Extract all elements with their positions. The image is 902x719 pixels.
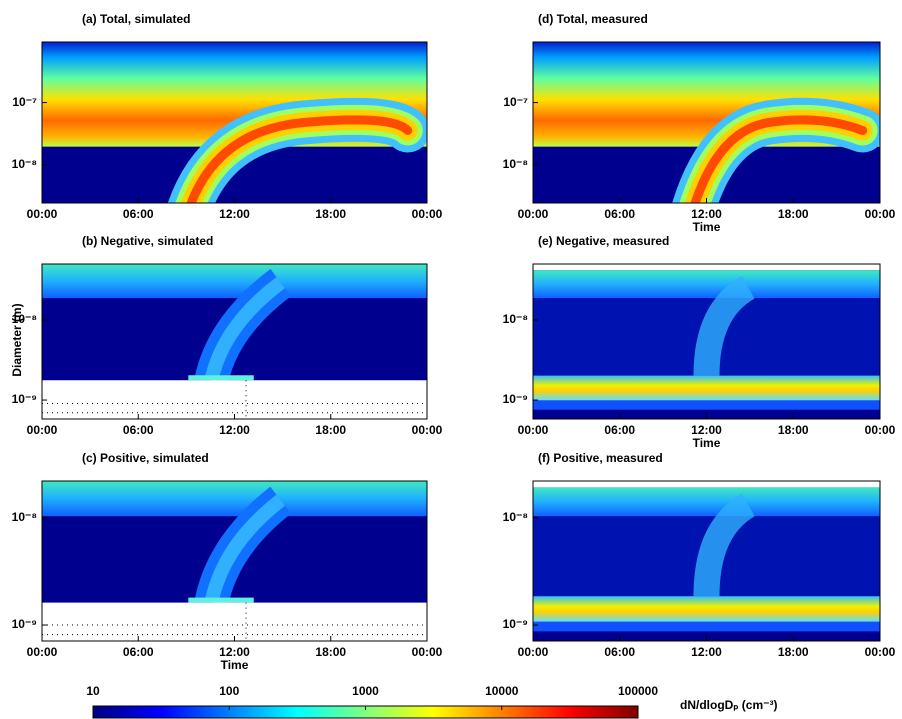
x-tick-label: 00:00 [865,207,896,221]
heatmap-mode [204,494,285,605]
colorbar-tick-label: 100 [219,684,239,698]
x-tick-label: 00:00 [865,645,896,659]
x-tick-label: 00:00 [412,645,443,659]
x-tick-label: 18:00 [315,207,346,221]
x-axis-label: Time [693,220,721,234]
y-axis-label: Diameter (m) [10,303,24,376]
heatmap-band [533,400,880,410]
y-tick-label: 10⁻⁸ [503,157,528,171]
x-tick-label: 00:00 [412,207,443,221]
x-tick-label: 00:00 [518,645,549,659]
colorbar-tick-label: 100000 [618,684,658,698]
y-tick-label: 10⁻⁸ [12,510,37,524]
y-tick-label: 10⁻⁹ [503,617,528,631]
x-tick-label: 12:00 [219,207,250,221]
heatmap-mode [693,493,756,597]
x-tick-label: 12:00 [219,423,250,437]
y-tick-label: 10⁻⁷ [503,95,528,109]
empty-region [42,602,427,641]
colorbar-tick-label: 1000 [352,684,379,698]
heatmap-mode [186,115,413,203]
x-tick-label: 06:00 [123,645,154,659]
y-tick-label: 10⁻⁷ [12,95,37,109]
x-axis-label: Time [693,436,721,450]
heatmap-band [533,375,880,401]
heatmap-band [533,270,880,299]
x-tick-label: 06:00 [604,207,635,221]
heatmap-band [42,264,427,299]
heatmap-band [533,596,880,622]
colorbar-tick-label: 10 [86,684,100,698]
x-tick-label: 00:00 [27,207,58,221]
panel-title: (e) Negative, measured [538,234,669,248]
y-tick-label: 10⁻⁸ [12,157,37,171]
heatmap-mode [693,275,756,376]
heatmap-mode [204,277,285,382]
x-tick-label: 12:00 [219,645,250,659]
colorbar-tick-label: 10000 [485,684,519,698]
x-tick-label: 18:00 [778,423,809,437]
x-tick-label: 06:00 [123,207,154,221]
x-tick-label: 06:00 [604,645,635,659]
heatmap-mode [188,597,254,603]
y-tick-label: 10⁻⁸ [503,312,528,326]
x-tick-label: 00:00 [27,645,58,659]
heatmap-image [533,264,880,419]
x-tick-label: 00:00 [412,423,443,437]
heatmap-mode [690,115,868,203]
y-tick-label: 10⁻⁸ [12,312,37,326]
y-tick-label: 10⁻⁹ [12,617,37,631]
x-tick-label: 12:00 [691,423,722,437]
heatmap-image [42,264,427,419]
panel-title: (f) Positive, measured [538,451,663,465]
y-tick-label: 10⁻⁸ [503,510,528,524]
x-tick-label: 00:00 [865,423,896,437]
empty-region [533,481,880,488]
heatmap-mode [188,375,254,381]
x-tick-label: 12:00 [691,207,722,221]
x-axis-label: Time [221,658,249,672]
x-tick-label: 18:00 [315,645,346,659]
y-tick-label: 10⁻⁹ [503,392,528,406]
empty-region [533,264,880,271]
heatmap-band [533,621,880,632]
x-tick-label: 06:00 [123,423,154,437]
x-tick-label: 00:00 [518,207,549,221]
heatmap-band [42,481,427,517]
y-tick-label: 10⁻⁹ [12,392,37,406]
heatmap-image [533,42,880,203]
x-tick-label: 06:00 [604,423,635,437]
x-tick-label: 00:00 [518,423,549,437]
empty-region [42,380,427,419]
panel-title: (a) Total, simulated [82,12,190,26]
x-tick-label: 18:00 [315,423,346,437]
panel-title: (d) Total, measured [538,12,648,26]
x-tick-label: 18:00 [778,207,809,221]
x-tick-label: 18:00 [778,645,809,659]
panel-title: (b) Negative, simulated [82,234,213,248]
heatmap-image [42,42,427,203]
heatmap-band [533,487,880,517]
x-tick-label: 00:00 [27,423,58,437]
x-tick-label: 12:00 [691,645,722,659]
heatmap-image [533,481,880,641]
heatmap-image [42,481,427,641]
panel-title: (c) Positive, simulated [82,451,209,465]
colorbar-label: dN/dlogDₚ (cm⁻³) [680,698,777,712]
